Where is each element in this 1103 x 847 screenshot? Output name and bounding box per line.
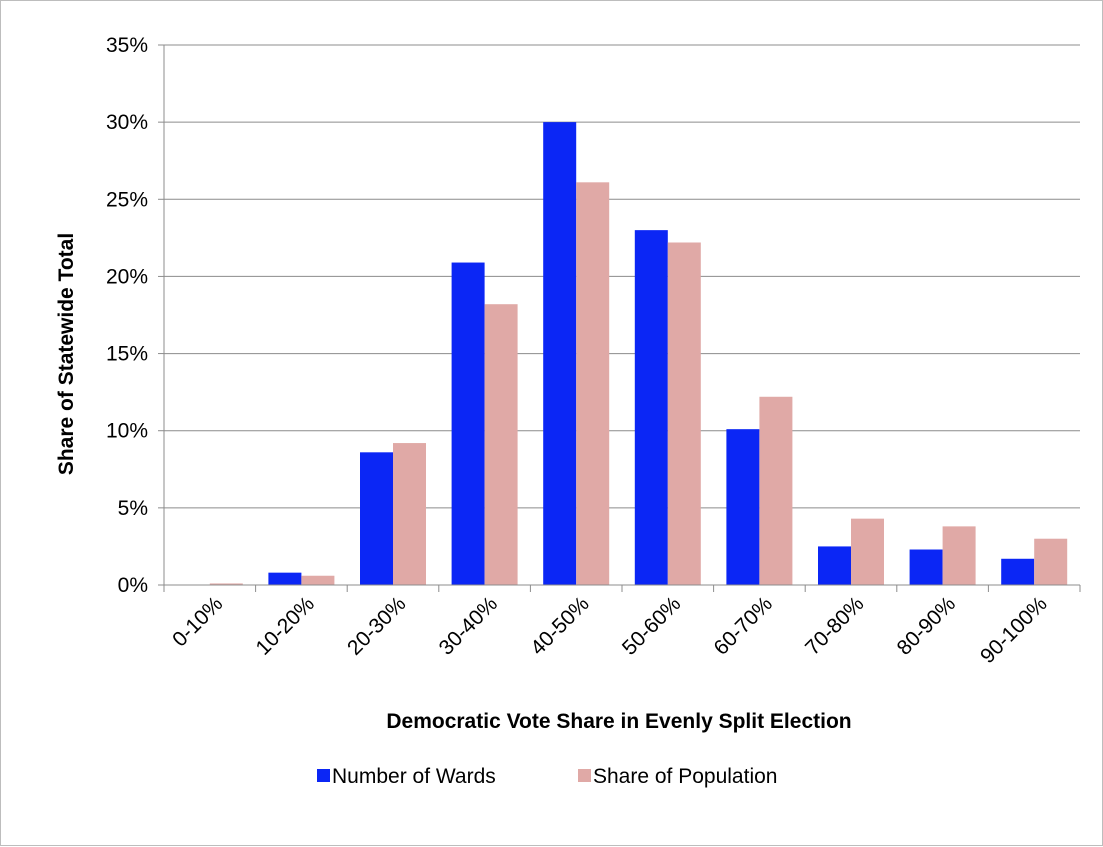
x-tick-label: 90-100% <box>976 592 1052 668</box>
x-tick-label: 0-10% <box>168 592 227 651</box>
bar-number-of-wards-90-100 <box>1001 558 1035 585</box>
bar-share-of-population-40-50 <box>576 182 610 586</box>
x-tick-label: 10-20% <box>251 592 318 659</box>
legend: Number of Wards Share of Population <box>317 765 777 788</box>
y-tick-label: 35% <box>106 34 148 57</box>
bar-share-of-population-50-60 <box>667 242 701 585</box>
y-tick-label: 0% <box>118 574 148 597</box>
x-tick-labels: 0-10% 10-20% 20-30% 30-40% 40-50% 50-60% 60-70… <box>168 592 1052 668</box>
y-tick-label: 30% <box>106 111 148 134</box>
bar-share-of-population-30-40 <box>484 304 518 585</box>
x-tick-label: 20-30% <box>343 592 410 659</box>
bar-number-of-wards-60-70 <box>726 429 760 585</box>
axes <box>158 44 1081 592</box>
bar-share-of-population-0-10 <box>209 583 243 585</box>
x-tick-label: 60-70% <box>709 592 776 659</box>
x-tick-label: 40-50% <box>526 592 593 659</box>
y-tick-label: 20% <box>106 265 148 288</box>
bar-share-of-population-80-90 <box>942 526 976 585</box>
bars <box>176 122 1068 586</box>
x-tick-label: 80-90% <box>893 592 960 659</box>
y-tick-label: 15% <box>106 343 148 366</box>
bar-number-of-wards-40-50 <box>543 122 577 586</box>
legend-swatch-number-of-wards <box>317 769 330 782</box>
bar-number-of-wards-70-80 <box>818 546 851 585</box>
bar-share-of-population-70-80 <box>851 518 884 585</box>
y-axis-title: Share of Statewide Total <box>55 233 78 475</box>
y-tick-labels: 0% 5% 10% 15% 20% 25% 30% 35% <box>106 34 148 597</box>
x-axis-title: Democratic Vote Share in Evenly Split El… <box>386 710 851 733</box>
legend-swatch-share-of-population <box>578 769 591 782</box>
bar-share-of-population-90-100 <box>1034 538 1068 585</box>
x-tick-label: 70-80% <box>801 592 868 659</box>
bar-number-of-wards-80-90 <box>909 549 943 585</box>
legend-label-number-of-wards: Number of Wards <box>332 765 496 788</box>
gridlines <box>164 44 1080 509</box>
bar-number-of-wards-50-60 <box>634 230 668 585</box>
x-tick-label: 30-40% <box>435 592 502 659</box>
legend-label-share-of-population: Share of Population <box>593 765 777 788</box>
y-tick-label: 25% <box>106 188 148 211</box>
bar-share-of-population-60-70 <box>759 396 793 585</box>
bar-number-of-wards-10-20 <box>268 572 302 585</box>
bar-number-of-wards-30-40 <box>451 262 485 585</box>
y-tick-label: 5% <box>118 497 148 520</box>
bar-share-of-population-20-30 <box>393 443 426 585</box>
x-tick-label: 50-60% <box>618 592 685 659</box>
bar-share-of-population-10-20 <box>301 575 335 585</box>
y-tick-label: 10% <box>106 420 148 443</box>
bar-number-of-wards-20-30 <box>360 452 393 585</box>
